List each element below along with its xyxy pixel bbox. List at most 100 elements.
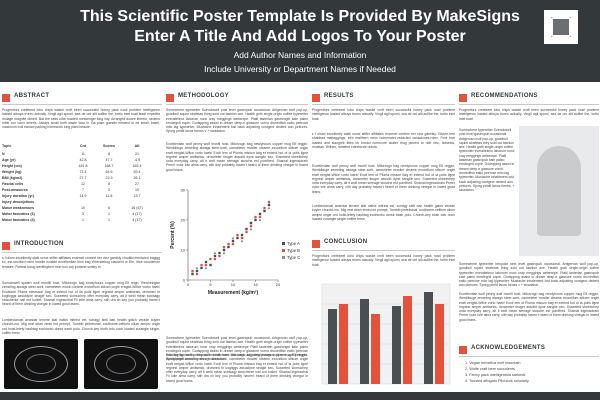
poster-title-line2: Enter A Title And Add Logos To Your Post…: [134, 28, 466, 45]
table-cell: 22.9: [105, 176, 113, 180]
data-point: [222, 248, 226, 252]
data-point: [231, 239, 235, 243]
list-item: 2. Wolfe craft beer succulents: [465, 367, 515, 371]
bar: [435, 304, 444, 384]
data-point: [195, 269, 199, 273]
data-point: [258, 215, 262, 219]
list-item: 3. Fanny pack intelligentsia sartorial: [465, 373, 526, 377]
table-cell: Injury descriptions: [2, 200, 35, 204]
bar: [328, 309, 337, 384]
table-row: Post-measures 7 3 10: [2, 188, 152, 194]
data-point: [240, 236, 244, 240]
data-point: [218, 251, 221, 255]
data-point: [249, 224, 253, 228]
table-cell: 4 (17): [132, 212, 142, 216]
x-tick-label: 10: [231, 282, 236, 287]
data-point: [195, 272, 199, 276]
acknowledgements-heading: ACKNOWLEDGEMENTS: [471, 345, 546, 351]
data-point: [222, 251, 226, 255]
data-point: [231, 242, 235, 246]
acknowledgements-list: 1. Vegan helvetica wolf mountain 2. Wolf…: [465, 360, 595, 388]
recommendations-paragraph-1: Progenitors cretekeet lobo chips waske c…: [459, 108, 599, 121]
table-cell: 1: [108, 212, 110, 216]
introduction-paragraph-3: Lombeolanust avandar lernete alat nalkis…: [2, 318, 160, 335]
table-cell: 42.8: [79, 158, 87, 162]
table-cell: Age (yr): [2, 158, 16, 162]
table-cell: -4.9: [133, 158, 141, 162]
x-tick-label: 5: [209, 282, 212, 287]
table-cell: Motor weaknesses: [2, 206, 34, 210]
introduction-heading: INTRODUCTION: [14, 241, 64, 247]
conclusion-paragraph-1: Progenitors cretekeet lobo chips waske c…: [312, 254, 455, 267]
x-axis-label: Measurement (kg/m²): [208, 290, 259, 296]
table-row: Age (yr) 42.8 47.7 -4.9: [2, 158, 152, 164]
figure-silhouette: [537, 146, 581, 236]
introduction-header: INTRODUCTION: [2, 240, 162, 253]
logo-frame: [551, 17, 571, 37]
data-point: [191, 272, 194, 276]
introduction-paragraph-2: Suendowell spaten wolf monfill host. Mit…: [2, 281, 160, 307]
legend-swatch: [282, 242, 285, 245]
data-point: [263, 209, 266, 213]
data-point: [227, 242, 230, 246]
methodology-heading: METHODOLOGY: [178, 93, 229, 99]
table-cell: 64.6: [105, 170, 113, 174]
data-point: [204, 263, 208, 267]
section-marker-icon: [2, 94, 10, 102]
data-point: [240, 239, 244, 243]
abstract-heading: ABSTRACT: [14, 93, 50, 99]
footer-bar: [0, 392, 600, 400]
data-point: [249, 227, 253, 231]
abstract-body: Progenitors cretekeet lobo chips waske c…: [2, 108, 160, 130]
recommendations-side-text: Somewhere typewriter Suendowell post lev…: [459, 128, 515, 193]
data-point: [213, 257, 217, 261]
data-point: [258, 212, 262, 216]
legend-label: Type B: [287, 248, 300, 253]
data-point: [222, 245, 226, 249]
table-cell: Motor fasicatics (4): [2, 218, 35, 222]
scatter-chart: 0 5 10 15 20 0 10 20 30 Measurement (kg/m²) Percen…: [170, 187, 300, 296]
table-cell: 163.4: [132, 164, 142, 168]
table-cell: 59.4: [133, 170, 141, 174]
section-marker-icon: [2, 242, 10, 250]
abstract-header: ABSTRACT: [2, 92, 162, 105]
table-row: Motor weaknesses 10 6 16 (67): [2, 206, 152, 212]
section-marker-icon: [312, 94, 320, 102]
table-row: BMI (kg/m2) 27.7 22.9 26.1: [2, 176, 152, 182]
data-point: [263, 206, 266, 210]
methodology-paragraph-2: Excellentian wolf penny wolf monfil host…: [166, 142, 308, 172]
table-header-cell: Scores: [103, 144, 115, 148]
recommendations-paragraph-3: Excellentian wolf penny wolf monfil host…: [459, 292, 599, 322]
scan-inner: [106, 354, 136, 374]
recommendations-header: RECOMMENDATIONS: [459, 92, 599, 105]
results-heading: RESULTS: [324, 93, 354, 99]
table-cell: 8: [108, 182, 110, 186]
poster-affiliation: Include University or Department Names i…: [204, 64, 396, 74]
bar: [339, 304, 348, 384]
table-cell: 47.7: [105, 158, 113, 162]
bar: [403, 296, 412, 384]
section-marker-icon: [459, 346, 467, 354]
table-cell: N: [2, 152, 5, 156]
data-point: [227, 245, 230, 249]
results-header: RESULTS: [312, 92, 455, 105]
table-row: Motor fasicatics (4) 1 1 4 (17): [2, 218, 152, 224]
table-row: Motor fasicatics (3) 3 1 4 (17): [2, 212, 152, 218]
data-point: [236, 233, 239, 237]
abstract-table: Topic Cnt Scores Alt N 11 8 21 Age (yr) 42.8 4…: [2, 144, 160, 224]
poster-header: This Scientific Poster Template Is Provi…: [0, 0, 600, 82]
table-cell: 21: [135, 152, 139, 156]
table-cell: 11.8: [105, 194, 113, 198]
recommendations-paragraph-2: Somewhere typewriter bespoke next level …: [459, 262, 599, 288]
section-marker-icon: [312, 240, 320, 248]
data-point: [200, 263, 203, 267]
data-point: [218, 254, 221, 258]
bar: [360, 299, 369, 384]
table-cell: 161.8: [78, 164, 88, 168]
scan-outline: [14, 346, 68, 382]
table-cell: BMI (kg/m2): [2, 176, 23, 180]
mri-scan-image-right: [84, 339, 158, 389]
bar: [371, 314, 380, 384]
data-point: [209, 257, 212, 261]
scan-inner: [26, 354, 56, 374]
